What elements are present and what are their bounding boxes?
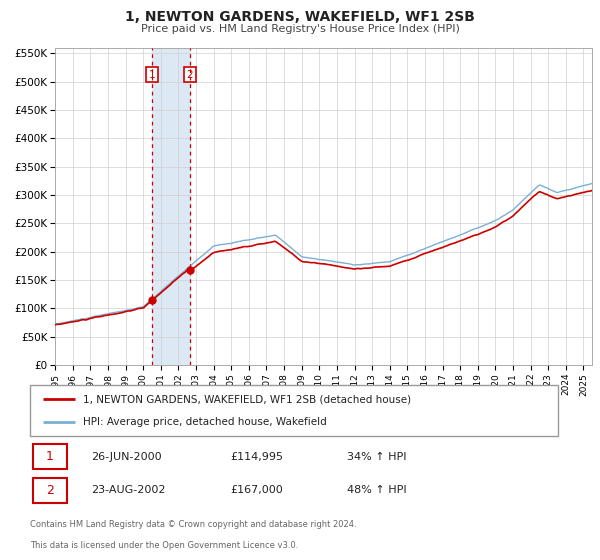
Text: 23-AUG-2002: 23-AUG-2002	[91, 486, 165, 495]
Text: 26-JUN-2000: 26-JUN-2000	[91, 452, 161, 461]
Text: This data is licensed under the Open Government Licence v3.0.: This data is licensed under the Open Gov…	[30, 541, 298, 550]
Text: HPI: Average price, detached house, Wakefield: HPI: Average price, detached house, Wake…	[83, 417, 326, 427]
Text: 48% ↑ HPI: 48% ↑ HPI	[347, 486, 406, 495]
Text: 1: 1	[149, 69, 155, 80]
Text: 1: 1	[46, 450, 54, 463]
Text: 1, NEWTON GARDENS, WAKEFIELD, WF1 2SB (detached house): 1, NEWTON GARDENS, WAKEFIELD, WF1 2SB (d…	[83, 394, 411, 404]
Text: 34% ↑ HPI: 34% ↑ HPI	[347, 452, 406, 461]
Bar	[152, 48, 190, 365]
Text: 2: 2	[187, 69, 193, 80]
Text: £114,995: £114,995	[230, 452, 284, 461]
Text: Price paid vs. HM Land Registry's House Price Index (HPI): Price paid vs. HM Land Registry's House …	[140, 24, 460, 34]
Text: Contains HM Land Registry data © Crown copyright and database right 2024.: Contains HM Land Registry data © Crown c…	[30, 520, 356, 529]
FancyBboxPatch shape	[32, 478, 67, 503]
Text: 1, NEWTON GARDENS, WAKEFIELD, WF1 2SB: 1, NEWTON GARDENS, WAKEFIELD, WF1 2SB	[125, 10, 475, 24]
FancyBboxPatch shape	[32, 444, 67, 469]
Text: 2: 2	[46, 484, 54, 497]
Text: £167,000: £167,000	[230, 486, 283, 495]
